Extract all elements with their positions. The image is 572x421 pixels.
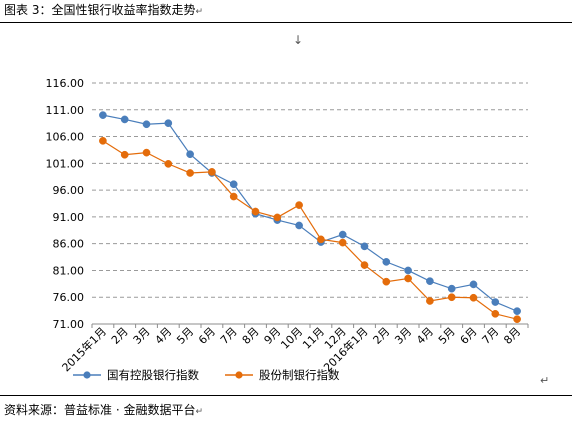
x-tick-label: 3月	[392, 325, 414, 347]
legend: 国有控股银行指数 股份制银行指数	[73, 368, 340, 382]
x-tick-label: 8月	[240, 325, 262, 347]
series-point	[99, 136, 107, 145]
series-point	[186, 150, 194, 159]
y-tick-label: 116.00	[46, 77, 85, 90]
legend-label: 股份制银行指数	[259, 368, 340, 382]
x-tick-label: 2月	[371, 325, 393, 347]
series-point	[142, 148, 151, 157]
x-tick-label: 4月	[153, 325, 175, 347]
series-point	[142, 120, 151, 129]
line-chart: 116.00 111.00 106.00 101.00 96.00 91.00 86.00 8…	[46, 77, 529, 382]
caption-text: 图表 3：全国性银行收益率指数走势	[4, 3, 196, 17]
caption-underline	[0, 22, 572, 23]
series-point	[513, 307, 521, 315]
series-point	[120, 150, 129, 159]
series-point	[360, 242, 369, 251]
return-mark-3: ↵	[195, 407, 203, 417]
series-point	[469, 280, 478, 289]
series-point	[338, 230, 347, 239]
series-point	[382, 258, 391, 266]
y-tick-label: 111.00	[46, 104, 85, 117]
source-text: 资料来源：普益标准 · 金融数据平台	[4, 403, 196, 417]
series-point	[229, 180, 238, 189]
legend-label: 国有控股银行指数	[107, 368, 199, 382]
series-point	[251, 207, 260, 216]
series-point	[513, 315, 521, 324]
y-tick-label: 86.00	[53, 238, 85, 251]
series-point	[273, 213, 282, 222]
series-group	[99, 111, 521, 324]
series-point	[491, 309, 500, 318]
series-point	[382, 277, 391, 286]
series-point	[426, 277, 434, 286]
series-point	[99, 111, 107, 119]
series-point	[186, 169, 194, 177]
x-tick-label: 5月	[174, 325, 196, 347]
x-tick-label: 6月	[196, 325, 218, 347]
x-tick-label: 4月	[414, 325, 436, 347]
y-tick-label: 81.00	[53, 264, 85, 277]
x-tick-label: 3月	[131, 325, 153, 347]
y-tick-label: 91.00	[53, 211, 85, 224]
x-tick-label: 7月	[480, 325, 502, 347]
source-rule	[0, 395, 572, 396]
series-point	[317, 235, 325, 244]
return-mark: ↵	[195, 7, 203, 17]
series-point	[229, 192, 238, 201]
x-tick-label: 2015年1月	[59, 324, 109, 374]
series-point	[469, 293, 478, 302]
figure-caption: 图表 3：全国性银行收益率指数走势↵	[4, 2, 203, 18]
gridlines	[92, 82, 528, 325]
series-line	[102, 140, 518, 320]
source-note: 资料来源：普益标准 · 金融数据平台↵	[4, 402, 203, 420]
return-mark-2: ↵	[540, 374, 550, 387]
series-point	[404, 274, 412, 283]
series-point	[295, 221, 303, 230]
x-tick-label: 6月	[458, 325, 480, 347]
x-tick-label: 11月	[300, 325, 327, 352]
y-tick-label: 106.00	[46, 131, 85, 144]
legend-marker	[83, 371, 91, 379]
series-point	[295, 201, 303, 209]
y-tick-label: 71.00	[53, 318, 85, 331]
x-tick-label: 8月	[501, 325, 523, 347]
series-line	[102, 114, 518, 312]
x-tick-label: 10月	[278, 325, 305, 352]
series-point	[404, 266, 412, 275]
series-point	[164, 119, 173, 128]
series-point	[208, 168, 216, 176]
y-tick-label: 76.00	[53, 291, 85, 304]
y-axis-ticks: 116.00 111.00 106.00 101.00 96.00 91.00 86.00 8…	[46, 77, 85, 331]
y-tick-label: 101.00	[46, 157, 85, 170]
series-point	[360, 261, 369, 269]
y-tick-label: 96.00	[53, 184, 85, 197]
x-tick-label: 2月	[109, 325, 131, 347]
series-point	[426, 297, 434, 305]
x-tick-label: 7月	[218, 325, 240, 347]
down-arrow-mark: ↓	[293, 33, 304, 47]
series-point	[164, 160, 173, 168]
series-point	[338, 238, 347, 247]
series-point	[447, 293, 456, 302]
series-point	[447, 284, 456, 293]
legend-marker	[235, 371, 243, 379]
series-point	[491, 298, 500, 306]
x-tick-label: 5月	[436, 325, 458, 347]
series-point	[120, 115, 129, 124]
